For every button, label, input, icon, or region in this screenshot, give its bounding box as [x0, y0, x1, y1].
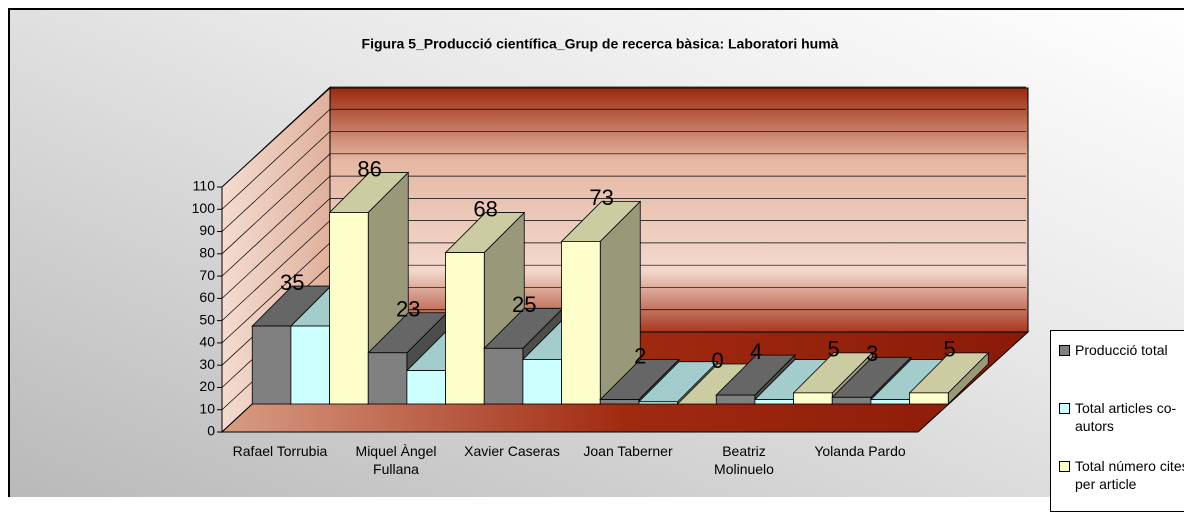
x-tick-label: Beatriz Molinuelo	[714, 443, 774, 477]
bar	[754, 399, 794, 405]
bar	[290, 325, 330, 405]
y-tick-label: 0	[207, 423, 215, 439]
bar	[715, 394, 756, 405]
y-tick-label: 10	[199, 400, 215, 416]
data-label: 2	[634, 343, 646, 368]
grid-line	[221, 153, 331, 255]
y-tick-label: 80	[199, 245, 215, 261]
grid-line	[221, 131, 331, 232]
bars	[251, 171, 990, 405]
grid-line	[221, 109, 331, 210]
chart: Figura 5_Producció científica_Grup de re…	[8, 8, 1184, 497]
data-label: 35	[280, 270, 304, 295]
y-tick-label: 30	[199, 356, 215, 372]
data-label: 5	[827, 337, 839, 362]
bar	[793, 392, 833, 405]
data-label: 3	[866, 341, 878, 366]
grid-line	[221, 242, 331, 344]
bar	[522, 359, 562, 405]
legend-item: Total número cites per article	[1059, 457, 1184, 493]
bar	[561, 241, 601, 405]
legend-label: Producció total	[1075, 342, 1168, 358]
y-tick-label: 20	[199, 378, 215, 394]
bar	[251, 325, 292, 405]
y-tick-label: 90	[199, 222, 215, 238]
bar	[329, 212, 369, 405]
data-label: 68	[473, 196, 497, 221]
data-label: 23	[396, 297, 420, 322]
bar	[483, 347, 524, 405]
bar	[599, 399, 640, 405]
chart-title: Figura 5_Producció científica_Grup de re…	[362, 36, 839, 52]
y-tick-label: 100	[192, 200, 216, 216]
page: Figura 5_Producció científica_Grup de re…	[8, 8, 1184, 512]
y-tick-label: 40	[199, 334, 215, 350]
data-label: 86	[357, 156, 381, 181]
y-tick-label: 60	[199, 289, 215, 305]
bar	[870, 399, 910, 405]
x-tick-label: Xavier Caseras	[464, 443, 560, 459]
grid-line	[221, 86, 331, 188]
legend-swatch	[1059, 461, 1070, 472]
back-wall	[329, 87, 1029, 333]
legend-swatch	[1059, 345, 1070, 356]
bar	[445, 252, 485, 405]
bar	[638, 401, 678, 405]
data-label: 0	[711, 348, 723, 373]
x-tick-label: Rafael Torrubia	[232, 443, 328, 459]
x-tick-label: Joan Taberner	[583, 443, 673, 459]
y-tick-label: 110	[193, 178, 216, 194]
data-label: 73	[589, 185, 613, 210]
bar	[831, 396, 872, 405]
bar	[367, 352, 408, 405]
data-label: 5	[943, 337, 955, 362]
data-label: 4	[750, 339, 762, 364]
grid-line	[221, 198, 331, 299]
data-label: 25	[512, 292, 536, 317]
legend-item: Producció total	[1059, 341, 1184, 359]
legend: Producció total Total articles co-autors T…	[1050, 330, 1184, 512]
legend-swatch	[1059, 403, 1070, 414]
legend-label: Total número cites per article	[1075, 458, 1184, 492]
bar	[909, 392, 949, 405]
grid-line	[221, 175, 331, 277]
y-tick-label: 70	[199, 267, 215, 283]
legend-item: Total articles co-autors	[1059, 399, 1184, 435]
grid-line	[221, 220, 331, 321]
bar	[406, 370, 446, 405]
y-tick-label: 50	[199, 311, 215, 327]
legend-label: Total articles co-autors	[1075, 400, 1177, 434]
x-tick-label: Miquel Àngel Fullana	[355, 443, 437, 477]
x-tick-label: Yolanda Pardo	[814, 443, 906, 459]
